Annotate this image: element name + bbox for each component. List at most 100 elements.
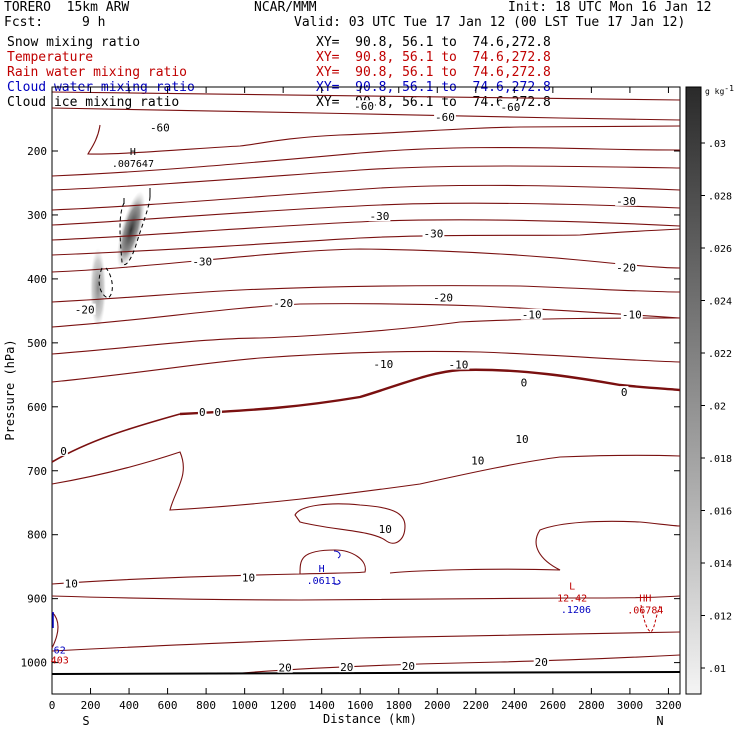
contour-label-bg	[63, 577, 79, 589]
contour-label: 20	[278, 662, 291, 675]
extremum-mark: L	[569, 581, 575, 592]
colorbar-tick-label: .01	[708, 664, 726, 675]
colorbar-ticks: .03 .028 .026 .024 .022 .02 .018 .016 .014 .012 .0…	[701, 139, 732, 675]
y-tick-label: 600	[27, 401, 47, 414]
y-tick-label: 300	[27, 209, 47, 222]
snow-shading-lower	[90, 248, 106, 328]
init-time: Init: 18 UTC Mon 16 Jan 12	[508, 0, 712, 15]
colorbar-tick-label: .014	[708, 559, 732, 570]
field-xy-rain: XY= 90.8, 56.1 to 74.6,272.8	[316, 65, 551, 80]
isotherm-ten-loop	[294, 503, 406, 544]
contour-label: 10	[471, 455, 484, 468]
isotherm	[51, 165, 681, 191]
contour-label: -10	[522, 309, 542, 322]
contour-label: -30	[616, 195, 636, 208]
contour-label: -60	[435, 111, 455, 124]
isotherm	[229, 654, 681, 675]
field-name-rain: Rain water mixing ratio	[7, 65, 188, 80]
contour-label: -60	[150, 121, 170, 134]
contour-label-bg	[191, 255, 214, 267]
y-tick-label: 500	[27, 337, 47, 350]
contour-label: -20	[273, 297, 293, 310]
cloud-water-contour	[333, 550, 341, 585]
contour-label: -20	[616, 261, 636, 274]
fcst-value: 9 h	[82, 15, 106, 30]
isotherm	[51, 549, 366, 585]
contour-label: 20	[535, 656, 548, 669]
contour-label: 20	[402, 660, 415, 673]
x-tick-label: 2200	[463, 699, 490, 712]
colorbar-tick-label: .02	[708, 402, 726, 413]
contour-label: 0	[521, 376, 528, 389]
contour-label-bg	[372, 357, 395, 369]
x-tick-label: 800	[196, 699, 216, 712]
contour-label-bg	[533, 655, 549, 667]
field-name-cloud-water: Cloud water mixing ratio	[7, 80, 195, 95]
isotherm	[389, 520, 681, 574]
isotherm	[51, 146, 681, 177]
axes-layer: 0 200 400 600 800 1000 1200 1400 1600 1800 2000 220…	[21, 87, 682, 712]
x-axis-title: Distance (km)	[323, 712, 417, 726]
snow-contours	[98, 195, 151, 299]
contour-label: 0	[60, 445, 67, 458]
x-tick-label: 0	[49, 699, 56, 712]
extremum-value: .007647	[112, 159, 154, 170]
x-end-label-left: S	[82, 714, 89, 728]
contour-label: 0	[199, 406, 206, 419]
contour-label-bg	[519, 376, 529, 388]
contour-label-bg	[620, 308, 643, 320]
contour-label-bg	[339, 661, 355, 673]
extremum-value: .06784	[627, 605, 663, 616]
contour-label: -30	[192, 256, 212, 269]
contour-label-bg	[272, 297, 295, 309]
isotherm	[87, 124, 681, 155]
field-name-snow: Snow mixing ratio	[7, 35, 141, 50]
contour-label: 10	[515, 433, 528, 446]
contour-label: -20	[433, 291, 453, 304]
contour-label: -20	[75, 304, 95, 317]
isotherm-zero-left	[51, 413, 181, 463]
isotherm	[51, 184, 681, 211]
isotherm	[51, 611, 59, 649]
field-xy-cloud-ice: XY= 90.8, 56.1 to 74.6,272.8	[316, 95, 551, 110]
org-label: NCAR/MMM	[254, 0, 317, 15]
contour-label-bg	[434, 111, 456, 123]
contour-label-bg	[277, 661, 293, 673]
isotherm	[51, 631, 681, 652]
x-tick-label: 2800	[578, 699, 605, 712]
isotherm	[51, 219, 681, 241]
snow-shading-upper	[116, 191, 146, 269]
colorbar	[685, 86, 702, 695]
contour-label-bg	[59, 444, 68, 456]
contour-label: 20	[340, 661, 353, 674]
extremum-value: 62	[54, 646, 66, 657]
contour-label-bg	[73, 303, 96, 315]
colorbar-tick-label: .03	[708, 139, 726, 150]
contour-label: -30	[370, 210, 390, 223]
contour-label-bg	[240, 571, 257, 583]
contour-label: 0	[214, 406, 221, 419]
contour-labels: -60-60-60 -60-30-30-30-30-20 -20-20-20-10-…	[59, 100, 643, 675]
plot-frame	[51, 86, 681, 695]
colorbar-unit: g kg-1	[705, 84, 734, 96]
x-end-label-right: N	[656, 714, 663, 728]
contour-label-bg	[377, 522, 393, 534]
x-tick-label: 1600	[347, 699, 374, 712]
x-tick-label: 3200	[655, 699, 682, 712]
extremum-mark: H	[130, 147, 136, 158]
colorbar-tick-label: .016	[708, 507, 732, 518]
colorbar-tick-label: .028	[708, 192, 732, 203]
contour-label-bg	[368, 210, 391, 222]
x-tick-label: 3000	[617, 699, 644, 712]
rain-contour	[640, 604, 661, 633]
contour-label-bg	[400, 659, 416, 671]
contour-label: -30	[423, 227, 443, 240]
contour-label: -10	[449, 359, 469, 372]
x-tick-label: 600	[158, 699, 178, 712]
contour-label-bg	[514, 432, 530, 444]
isotherms	[51, 91, 681, 675]
x-tick-label: 1200	[270, 699, 297, 712]
isotherm-zero	[179, 368, 681, 416]
contour-label-bg	[197, 405, 207, 417]
